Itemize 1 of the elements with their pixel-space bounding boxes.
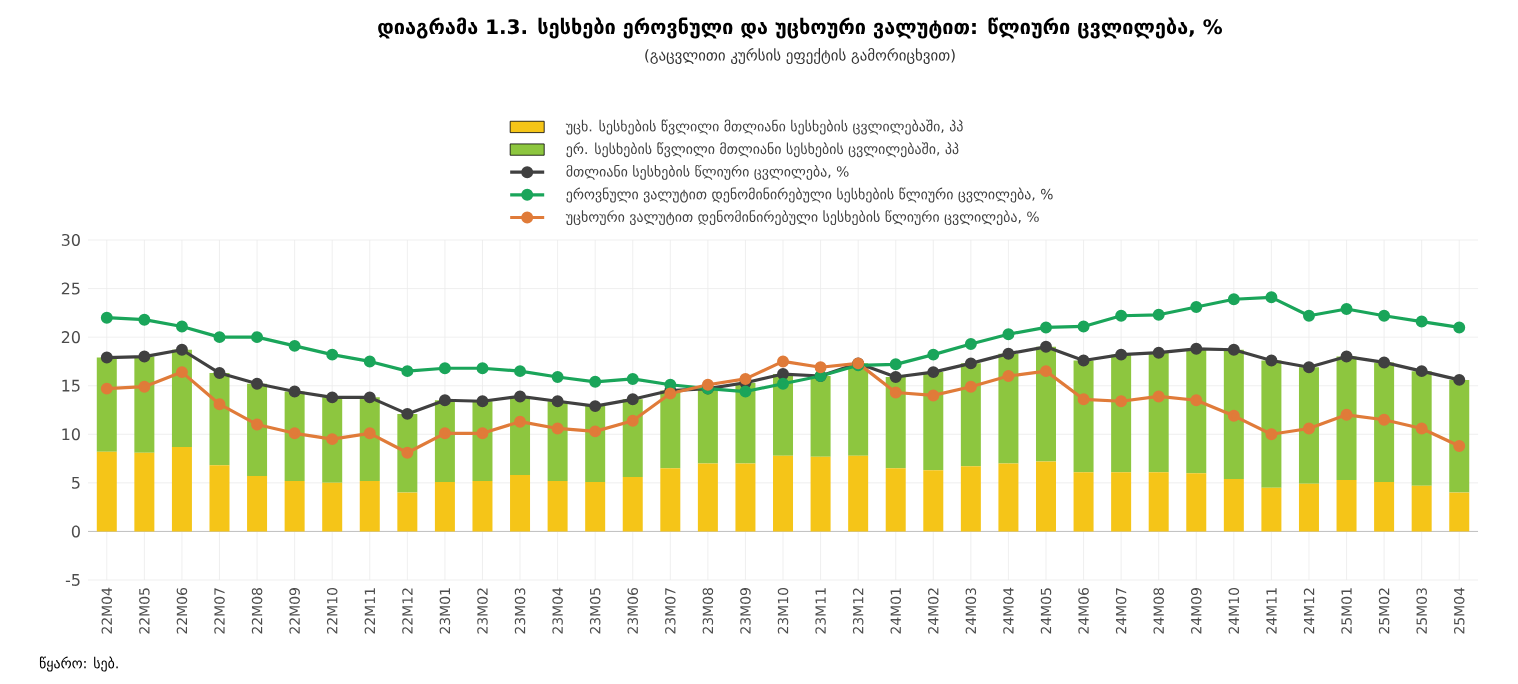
chart-title: დიაგრამა 1.3. სესხები ეროვნული და უცხოური ვალუტით: წლიური ცვლილება, % (378, 17, 1223, 39)
